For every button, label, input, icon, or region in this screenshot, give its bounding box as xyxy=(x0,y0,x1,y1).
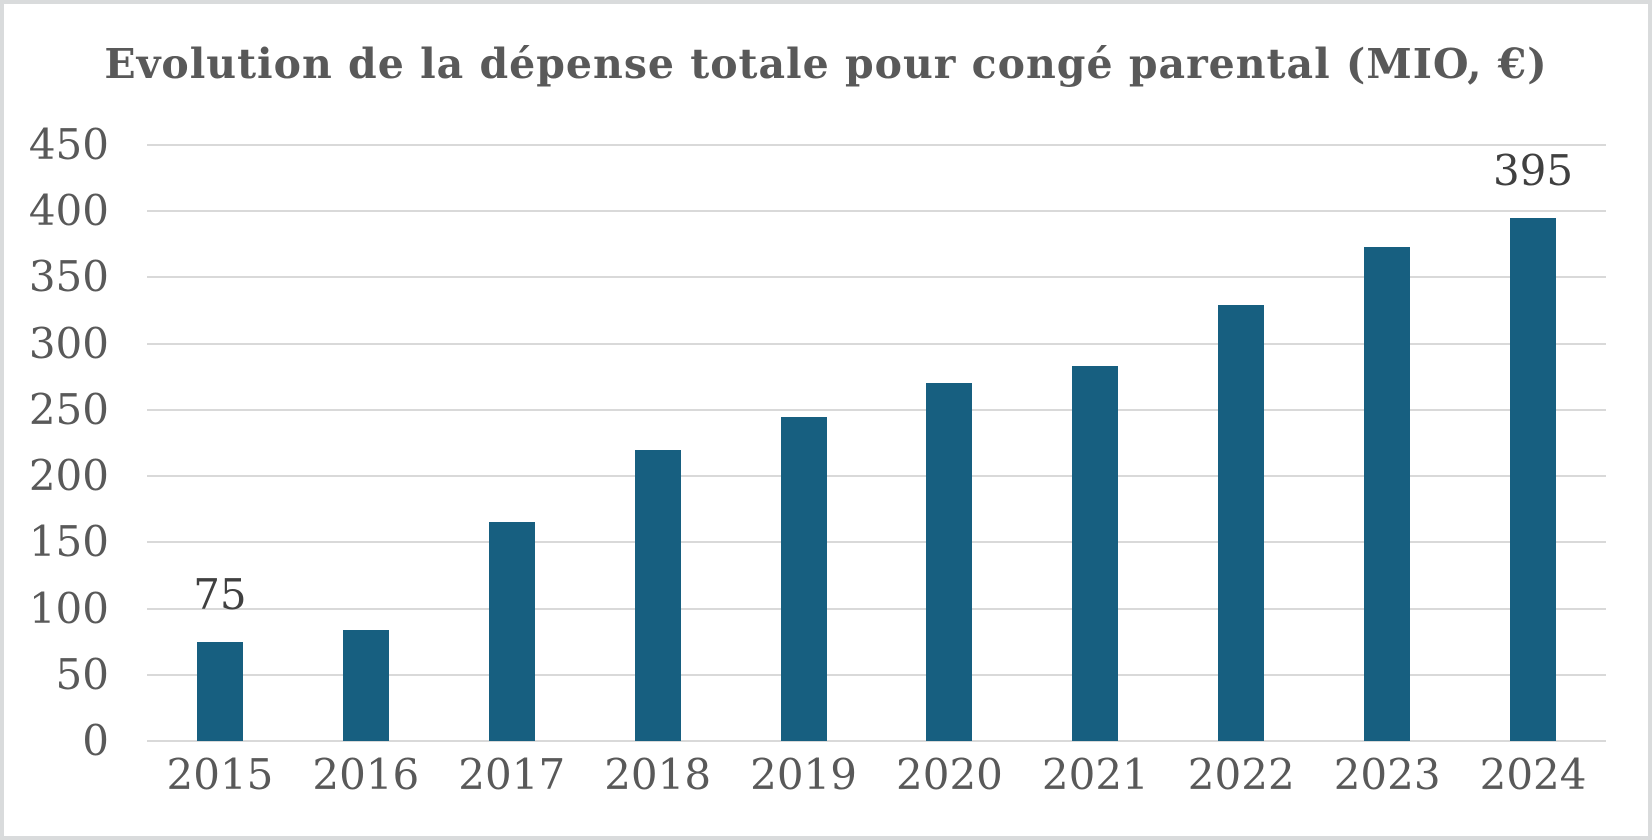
gridline xyxy=(147,210,1606,213)
x-tick-label: 2016 xyxy=(312,750,420,799)
y-tick-label: 100 xyxy=(28,583,109,633)
bar xyxy=(780,416,827,741)
x-tick-label: 2023 xyxy=(1333,750,1441,799)
gridline xyxy=(147,144,1606,146)
y-tick-label: 50 xyxy=(55,649,109,699)
x-tick-label: 2020 xyxy=(896,750,1003,799)
gridline xyxy=(147,475,1606,478)
y-tick-label: 300 xyxy=(28,318,109,368)
x-tick-label: 2019 xyxy=(750,750,857,799)
data-label: 75 xyxy=(193,569,247,619)
bar xyxy=(196,641,243,741)
chart-title: Evolution de la dépense totale pour cong… xyxy=(104,40,1548,88)
bar xyxy=(488,522,535,741)
gridline xyxy=(147,342,1606,345)
gridline xyxy=(147,740,1606,742)
gridline xyxy=(147,276,1606,279)
y-tick-label: 350 xyxy=(28,252,109,302)
y-tick-label: 200 xyxy=(28,451,109,501)
x-tick-label: 2015 xyxy=(166,750,274,799)
bar xyxy=(634,449,681,741)
bar xyxy=(1510,217,1557,741)
y-tick-label: 250 xyxy=(28,384,109,434)
gridline xyxy=(147,541,1606,544)
bar xyxy=(1218,305,1265,741)
x-tick-label: 2018 xyxy=(604,750,712,799)
gridline xyxy=(147,607,1606,610)
x-tick-label: 2017 xyxy=(458,750,566,799)
data-label: 395 xyxy=(1492,145,1574,195)
bar xyxy=(342,629,389,741)
bar xyxy=(1072,366,1119,741)
gridline xyxy=(147,408,1606,411)
gridline xyxy=(147,673,1606,676)
y-tick-label: 400 xyxy=(28,186,109,236)
x-tick-label: 2024 xyxy=(1479,750,1587,799)
bar xyxy=(1364,246,1411,741)
y-tick-label: 150 xyxy=(28,517,109,567)
x-tick-label: 2021 xyxy=(1041,750,1149,799)
x-tick-label: 2022 xyxy=(1187,750,1295,799)
bar xyxy=(926,383,973,741)
y-tick-label: 450 xyxy=(28,120,109,169)
y-tick-label: 0 xyxy=(82,716,109,765)
